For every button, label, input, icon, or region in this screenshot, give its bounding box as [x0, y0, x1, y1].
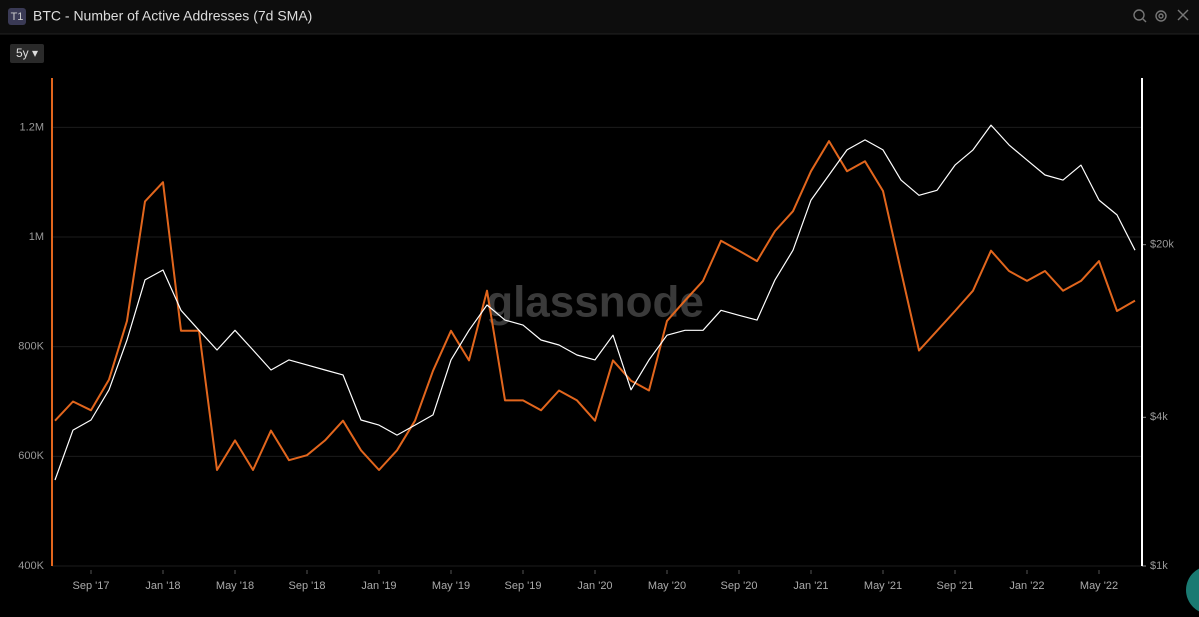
x-tick-label: Jan '22	[1009, 580, 1044, 592]
chat-button[interactable]	[1186, 566, 1199, 614]
y-tick-label: 400K	[18, 560, 44, 572]
chart-title: BTC - Number of Active Addresses (7d SMA…	[33, 8, 312, 24]
x-tick-label: May '20	[648, 580, 686, 592]
badge	[8, 8, 26, 25]
range-button-text[interactable]: 5y ▾	[16, 46, 38, 60]
x-tick-label: Sep '18	[289, 580, 326, 592]
series-line	[54, 124, 1136, 481]
range-button[interactable]	[10, 44, 44, 63]
watermark: glassnode	[486, 278, 704, 327]
y-tick-label: 1M	[29, 231, 44, 243]
x-tick-label: Jan '20	[577, 580, 612, 592]
x-tick-label: Jan '18	[145, 580, 180, 592]
toolbar-icons[interactable]	[1133, 9, 1189, 23]
y2-tick-label: $1k	[1150, 560, 1168, 572]
x-tick-label: Jan '19	[361, 580, 396, 592]
x-tick-label: Sep '20	[721, 580, 758, 592]
x-tick-label: May '22	[1080, 580, 1118, 592]
x-tick-label: May '21	[864, 580, 902, 592]
y2-tick-label: $20k	[1150, 239, 1174, 251]
y-tick-label: 1.2M	[20, 121, 44, 133]
x-tick-label: Jan '21	[793, 580, 828, 592]
y-tick-label: 600K	[18, 450, 44, 462]
y2-tick-label: $4k	[1150, 411, 1168, 423]
x-tick-label: May '18	[216, 580, 254, 592]
series-line	[54, 140, 1136, 471]
header-bar	[0, 0, 1199, 34]
badge-text: T1	[11, 11, 24, 23]
x-tick-label: Sep '19	[505, 580, 542, 592]
y-tick-label: 800K	[18, 341, 44, 353]
x-tick-label: Sep '21	[937, 580, 974, 592]
x-tick-label: Sep '17	[73, 580, 110, 592]
x-tick-label: May '19	[432, 580, 470, 592]
